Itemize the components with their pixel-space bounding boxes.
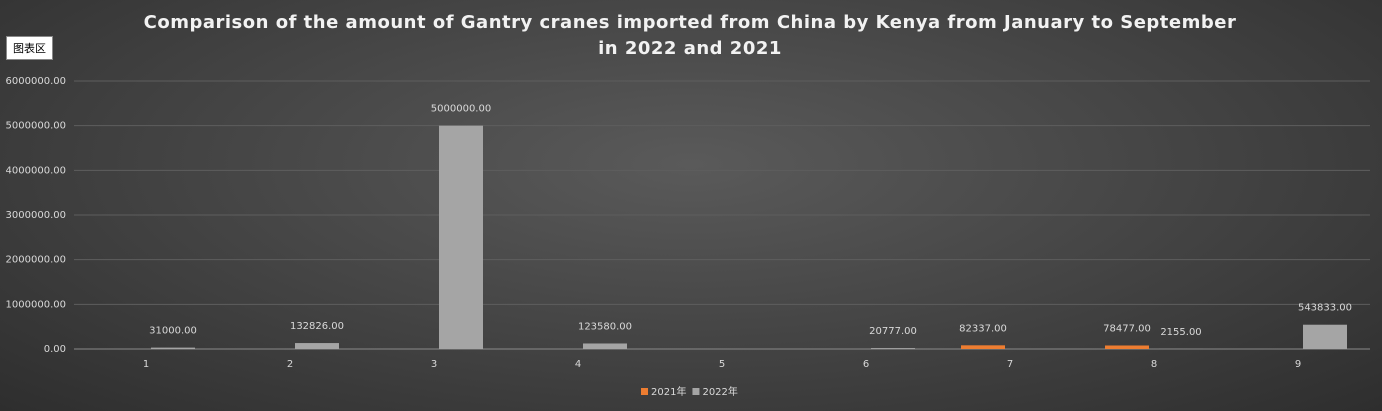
x-tick-label: 4 [575,359,581,370]
bar [295,343,339,349]
y-tick-label: 6000000.00 [6,76,66,87]
x-tick-label: 1 [143,359,149,370]
x-tick-label: 3 [431,359,437,370]
bar [1105,345,1149,349]
data-label: 132826.00 [290,321,344,332]
chart-title: Comparison of the amount of Gantry crane… [143,12,1237,59]
x-tick-label: 7 [1007,359,1013,370]
legend-swatch [692,388,700,395]
y-tick-label: 1000000.00 [6,299,66,310]
bar [151,347,195,349]
bar [1303,324,1347,349]
legend-swatch [641,388,648,395]
bar [871,348,915,349]
data-label: 82337.00 [959,323,1007,334]
data-label: 543833.00 [1298,303,1352,314]
data-label: 123580.00 [578,321,632,332]
data-label: 31000.00 [149,326,197,337]
bar [961,345,1005,349]
tooltip: 图表区 [6,36,53,60]
data-label: 5000000.00 [431,104,491,115]
bar [583,343,627,349]
data-label: 20777.00 [869,326,917,337]
bar [439,125,483,350]
y-tick-label: 0.00 [44,344,66,355]
x-tick-label: 9 [1295,359,1301,370]
x-tick-label: 6 [863,359,869,370]
data-label: 78477.00 [1103,323,1151,334]
y-tick-label: 4000000.00 [6,165,66,176]
x-tick-label: 2 [287,359,293,370]
data-label: 2155.00 [1160,327,1201,338]
y-tick-label: 5000000.00 [6,121,66,132]
y-tick-label: 2000000.00 [6,255,66,266]
legend-label: 2022年 [702,385,737,398]
x-tick-label: 8 [1151,359,1157,370]
y-tick-label: 3000000.00 [6,210,66,221]
legend-label: 2021年 [651,385,686,398]
x-tick-label: 5 [719,359,725,370]
